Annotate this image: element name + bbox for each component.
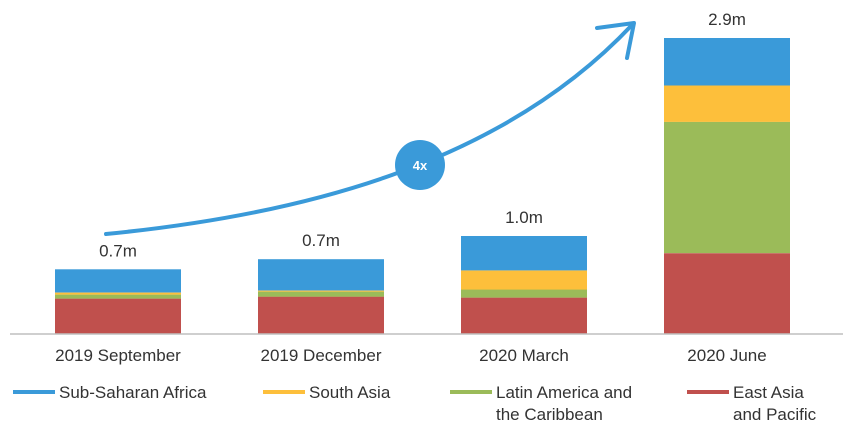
bar-segment	[258, 290, 384, 292]
legend-item: Latin America and the Caribbean	[450, 383, 632, 424]
bar-segment	[461, 270, 587, 290]
bar-total-label: 0.7m	[302, 231, 340, 250]
bar-segment	[664, 121, 790, 254]
bars-layer	[55, 38, 790, 334]
growth-arrow: 4x	[104, 21, 636, 236]
bar-total-label: 1.0m	[505, 208, 543, 227]
x-tick-label: 2020 June	[687, 346, 766, 365]
legend-item: East Asia and Pacific	[687, 383, 817, 424]
legend-label: East Asia	[733, 383, 804, 402]
growth-arrow-head	[595, 21, 636, 60]
bar-total-label: 2.9m	[708, 10, 746, 29]
legend-label: South Asia	[309, 383, 391, 402]
bar-segment	[461, 289, 587, 298]
bar-total-label: 0.7m	[99, 241, 137, 260]
legend-item: South Asia	[263, 383, 391, 402]
legend-label: Sub-Saharan Africa	[59, 383, 207, 402]
bar-segment	[664, 253, 790, 334]
legend-label: Latin America and	[496, 383, 632, 402]
bar-segment	[664, 85, 790, 122]
legend-label: the Caribbean	[496, 405, 603, 424]
bar-segment	[55, 298, 181, 334]
x-tick-labels: 2019 September 2019 December 2020 March 202…	[55, 346, 767, 365]
legend-item: Sub-Saharan Africa	[13, 383, 207, 402]
bar-segment	[461, 236, 587, 271]
bar-segment	[258, 259, 384, 291]
bar-segment	[55, 269, 181, 293]
bar-segment	[258, 291, 384, 297]
bar-segment	[461, 297, 587, 334]
bar-segment	[55, 294, 181, 299]
growth-arrow-curve	[104, 23, 634, 236]
bar-total-labels: 0.7m 0.7m 1.0m 2.9m	[99, 10, 746, 260]
bar-segment	[55, 292, 181, 295]
growth-badge	[395, 140, 445, 190]
bar-segment	[258, 296, 384, 334]
x-tick-label: 2019 December	[261, 346, 382, 365]
growth-badge-label: 4x	[413, 158, 428, 173]
x-tick-label: 2019 September	[55, 346, 181, 365]
x-tick-label: 2020 March	[479, 346, 569, 365]
legend: Sub-Saharan Africa South Asia Latin Americ…	[13, 383, 817, 424]
bar-segment	[664, 38, 790, 86]
legend-label: and Pacific	[733, 405, 817, 424]
